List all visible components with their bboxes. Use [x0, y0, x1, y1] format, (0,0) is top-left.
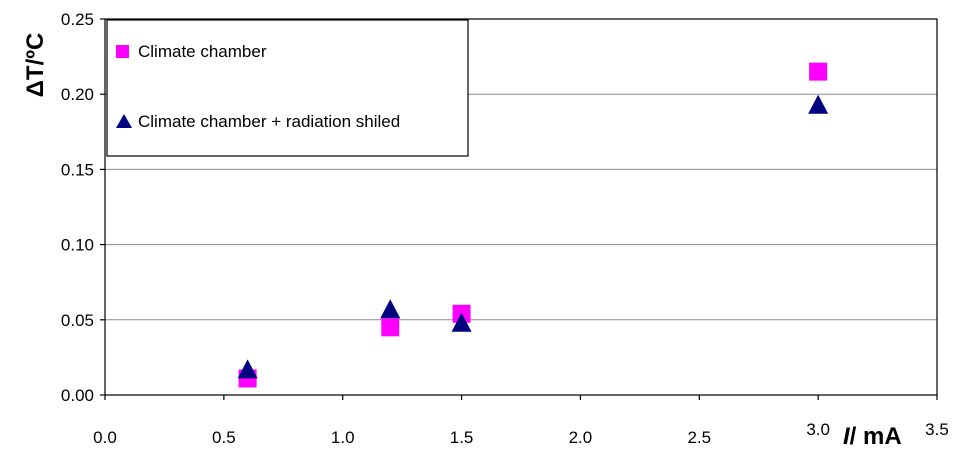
y-tick-label: 0.15 — [61, 160, 94, 179]
x-axis-label: I/ mA — [843, 423, 902, 450]
x-tick-label: 3.5 — [925, 420, 949, 439]
legend-label-series-2: Climate chamber + radiation shiled — [138, 112, 400, 131]
point-climate-chamber — [381, 318, 400, 337]
x-axis-ticks: 0.0 0.5 1.0 1.5 2.0 2.5 3.0 3.5 — [93, 395, 949, 447]
point-climate-chamber-radiation-shield — [808, 94, 829, 114]
x-axis-label-unit: / mA — [850, 423, 902, 450]
x-tick-label: 3.0 — [806, 420, 830, 439]
x-tick-label: 2.0 — [569, 428, 593, 447]
x-tick-label: 1.5 — [450, 428, 474, 447]
y-tick-label: 0.10 — [61, 236, 94, 255]
legend-label-series-1: Climate chamber — [138, 42, 267, 61]
x-tick-label: 0.0 — [93, 428, 117, 447]
legend-square-marker — [116, 45, 129, 58]
y-tick-label: 0.05 — [61, 311, 94, 330]
point-climate-chamber-radiation-shield — [237, 359, 258, 379]
legend-box — [106, 19, 469, 157]
legend-triangle-marker — [116, 114, 132, 128]
y-tick-label: 0.20 — [61, 85, 94, 104]
y-axis-label: ΔT/ºC — [22, 33, 49, 98]
point-climate-chamber-radiation-shield — [451, 312, 472, 332]
data-points — [237, 62, 829, 388]
x-axis-label-symbol: I — [843, 423, 851, 450]
y-tick-label: 0.00 — [61, 386, 94, 405]
point-climate-chamber-radiation-shield — [380, 299, 401, 319]
legend: Climate chamber Climate chamber + radiat… — [106, 19, 469, 157]
plot-area-frame — [104, 18, 938, 396]
y-tick-label: 0.25 — [61, 10, 94, 29]
point-climate-chamber — [809, 62, 828, 81]
y-axis-ticks: 0.00 0.05 0.10 0.15 0.20 0.25 — [61, 10, 105, 405]
x-tick-label: 0.5 — [212, 428, 236, 447]
x-tick-label: 2.5 — [687, 428, 711, 447]
x-tick-label: 1.0 — [331, 428, 355, 447]
